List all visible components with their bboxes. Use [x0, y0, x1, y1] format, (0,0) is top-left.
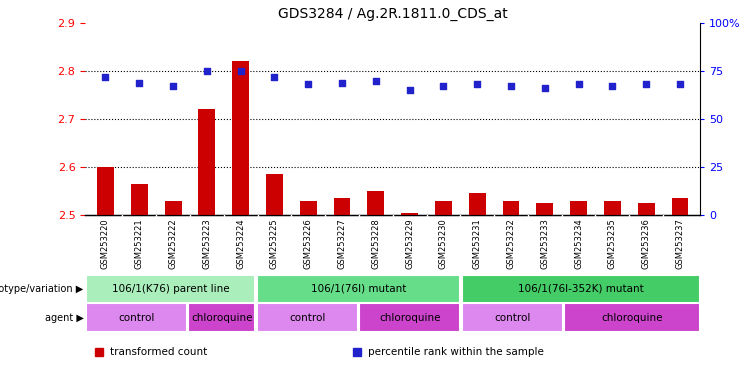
- Text: GSM253232: GSM253232: [507, 218, 516, 269]
- Bar: [469, 194, 485, 215]
- Text: GSM253220: GSM253220: [101, 218, 110, 269]
- Bar: [165, 201, 182, 215]
- Point: [336, 79, 348, 86]
- Text: GSM253226: GSM253226: [304, 218, 313, 269]
- Bar: [502, 201, 519, 215]
- Text: GSM253222: GSM253222: [168, 218, 178, 269]
- Bar: [604, 201, 621, 215]
- Point: [167, 83, 179, 89]
- Title: GDS3284 / Ag.2R.1811.0_CDS_at: GDS3284 / Ag.2R.1811.0_CDS_at: [278, 7, 508, 21]
- Bar: [462, 303, 563, 332]
- Point: [606, 83, 618, 89]
- Bar: [256, 303, 358, 332]
- Bar: [368, 191, 385, 215]
- Bar: [256, 275, 460, 303]
- Point: [302, 81, 314, 88]
- Point: [133, 79, 145, 86]
- Bar: [638, 203, 654, 215]
- Bar: [359, 303, 460, 332]
- Text: chloroquine: chloroquine: [601, 313, 662, 323]
- Text: GSM253225: GSM253225: [270, 218, 279, 269]
- Point: [505, 83, 517, 89]
- Text: GSM253223: GSM253223: [202, 218, 211, 269]
- Point: [404, 87, 416, 93]
- Bar: [570, 201, 587, 215]
- Bar: [435, 201, 452, 215]
- Point: [539, 85, 551, 91]
- Text: GSM253224: GSM253224: [236, 218, 245, 269]
- Text: transformed count: transformed count: [110, 346, 207, 357]
- Bar: [232, 61, 249, 215]
- Point: [99, 74, 111, 80]
- Text: GSM253234: GSM253234: [574, 218, 583, 269]
- Bar: [333, 198, 350, 215]
- Text: GSM253229: GSM253229: [405, 218, 414, 269]
- Bar: [86, 275, 256, 303]
- Text: GSM253230: GSM253230: [439, 218, 448, 269]
- Text: GSM253233: GSM253233: [540, 218, 549, 269]
- Bar: [199, 109, 216, 215]
- Bar: [401, 213, 418, 215]
- Text: agent ▶: agent ▶: [44, 313, 84, 323]
- Point: [471, 81, 483, 88]
- Text: GSM253221: GSM253221: [135, 218, 144, 269]
- Text: 106/1(K76) parent line: 106/1(K76) parent line: [112, 284, 230, 294]
- Text: chloroquine: chloroquine: [191, 313, 253, 323]
- Text: GSM253228: GSM253228: [371, 218, 380, 269]
- Bar: [671, 198, 688, 215]
- Text: control: control: [289, 313, 325, 323]
- Text: 106/1(76I-352K) mutant: 106/1(76I-352K) mutant: [518, 284, 643, 294]
- Point: [201, 68, 213, 74]
- Point: [573, 81, 585, 88]
- Text: 106/1(76I) mutant: 106/1(76I) mutant: [311, 284, 406, 294]
- Point: [640, 81, 652, 88]
- Text: GSM253236: GSM253236: [642, 218, 651, 269]
- Text: genotype/variation ▶: genotype/variation ▶: [0, 284, 84, 294]
- Text: chloroquine: chloroquine: [379, 313, 441, 323]
- Text: control: control: [494, 313, 531, 323]
- Point: [235, 68, 247, 74]
- Text: GSM253237: GSM253237: [676, 218, 685, 269]
- Point: [437, 83, 449, 89]
- Bar: [536, 203, 554, 215]
- Text: GSM253227: GSM253227: [338, 218, 347, 269]
- Bar: [131, 184, 147, 215]
- Bar: [86, 303, 187, 332]
- Bar: [97, 167, 114, 215]
- Bar: [300, 201, 316, 215]
- Point: [370, 78, 382, 84]
- Point: [674, 81, 686, 88]
- Bar: [188, 303, 256, 332]
- Point: [268, 74, 280, 80]
- Bar: [266, 174, 283, 215]
- Bar: [564, 303, 700, 332]
- Text: GSM253231: GSM253231: [473, 218, 482, 269]
- Text: percentile rank within the sample: percentile rank within the sample: [368, 346, 544, 357]
- Text: control: control: [119, 313, 155, 323]
- Bar: [462, 275, 700, 303]
- Text: GSM253235: GSM253235: [608, 218, 617, 269]
